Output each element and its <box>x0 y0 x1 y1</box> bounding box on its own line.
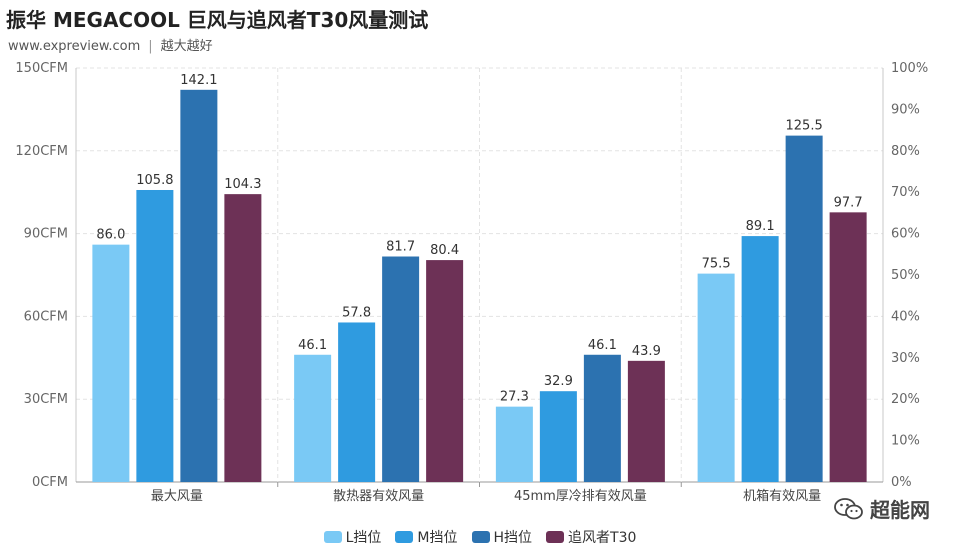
data-label: 27.3 <box>500 390 529 405</box>
y-tick-label: 90CFM <box>24 227 68 242</box>
legend-label: L挡位 <box>345 530 382 546</box>
watermark: 超能网 <box>834 494 930 523</box>
y2-tick-label: 30% <box>891 351 920 366</box>
x-tick-label: 机箱有效风量 <box>743 488 821 504</box>
bar <box>741 236 779 482</box>
data-label: 86.0 <box>96 228 125 243</box>
y2-tick-label: 70% <box>891 185 920 200</box>
data-label: 104.3 <box>224 177 261 192</box>
data-label: 46.1 <box>298 338 327 353</box>
bar <box>583 354 621 482</box>
y2-tick-label: 20% <box>891 392 920 407</box>
data-label: 57.8 <box>342 305 371 320</box>
x-tick-label: 最大风量 <box>151 489 203 504</box>
data-label: 89.1 <box>746 219 775 234</box>
watermark-text: 超能网 <box>870 498 930 522</box>
bar <box>180 89 218 482</box>
subtitle-separator: | <box>148 39 153 54</box>
bar <box>829 212 867 482</box>
subtitle: www.expreview.com | 越大越好 <box>8 35 213 54</box>
y2-tick-label: 90% <box>891 102 920 117</box>
bar <box>627 360 665 482</box>
data-label: 125.5 <box>786 119 823 134</box>
bar <box>539 391 577 482</box>
site-url[interactable]: www.expreview.com <box>8 39 141 54</box>
legend-swatch <box>546 531 565 543</box>
legend-label: 追风者T30 <box>568 530 637 546</box>
legend-item[interactable]: L挡位 <box>323 527 382 547</box>
bar <box>338 322 376 482</box>
y-tick-label: 150CFM <box>15 61 68 76</box>
x-tick-label: 散热器有效风量 <box>333 489 424 504</box>
y2-tick-label: 100% <box>891 61 928 76</box>
bar <box>136 189 174 482</box>
legend-swatch <box>395 531 414 543</box>
data-label: 81.7 <box>386 240 415 255</box>
data-label: 43.9 <box>632 344 661 359</box>
y2-tick-label: 40% <box>891 309 920 324</box>
y-tick-label: 0CFM <box>32 475 68 490</box>
x-tick-label: 45mm厚冷排有效风量 <box>514 489 647 504</box>
legend: L挡位 M挡位 H挡位 追风者T30 <box>0 527 960 547</box>
legend-item[interactable]: 追风者T30 <box>546 527 636 547</box>
legend-item[interactable]: M挡位 <box>395 527 458 547</box>
slogan: 越大越好 <box>160 39 213 54</box>
bar <box>426 260 464 482</box>
data-label: 32.9 <box>544 374 573 389</box>
y-tick-label: 60CFM <box>24 309 68 324</box>
y2-tick-label: 50% <box>891 268 920 283</box>
bar <box>495 406 533 482</box>
bar <box>785 135 823 482</box>
bar <box>294 354 332 482</box>
legend-swatch <box>323 531 342 543</box>
bar <box>382 256 420 482</box>
data-label: 80.4 <box>430 243 459 258</box>
chart-title: 振华 MEGACOOL 巨风与追风者T30风量测试 <box>6 8 429 32</box>
data-label: 142.1 <box>180 73 217 88</box>
y2-tick-label: 10% <box>891 434 920 449</box>
data-label: 75.5 <box>702 257 731 272</box>
legend-label: M挡位 <box>417 530 458 546</box>
bar <box>224 194 262 482</box>
data-label: 105.8 <box>136 173 173 188</box>
bar <box>697 273 735 482</box>
legend-item[interactable]: H挡位 <box>471 527 533 547</box>
y2-tick-label: 60% <box>891 227 920 242</box>
legend-label: H挡位 <box>493 530 533 546</box>
bar-chart: 0CFM 30CFM 60CFM 90CFM 120CFM 150CFM 0% 10% 20% 3… <box>15 61 928 504</box>
bar <box>92 244 130 482</box>
wechat-icon <box>834 497 863 519</box>
y2-tick-label: 0% <box>891 475 912 490</box>
data-label: 97.7 <box>834 195 863 210</box>
y-tick-label: 30CFM <box>24 392 68 407</box>
data-label: 46.1 <box>588 338 617 353</box>
y2-tick-label: 80% <box>891 144 920 159</box>
y-tick-label: 120CFM <box>15 144 68 159</box>
legend-swatch <box>471 531 490 543</box>
